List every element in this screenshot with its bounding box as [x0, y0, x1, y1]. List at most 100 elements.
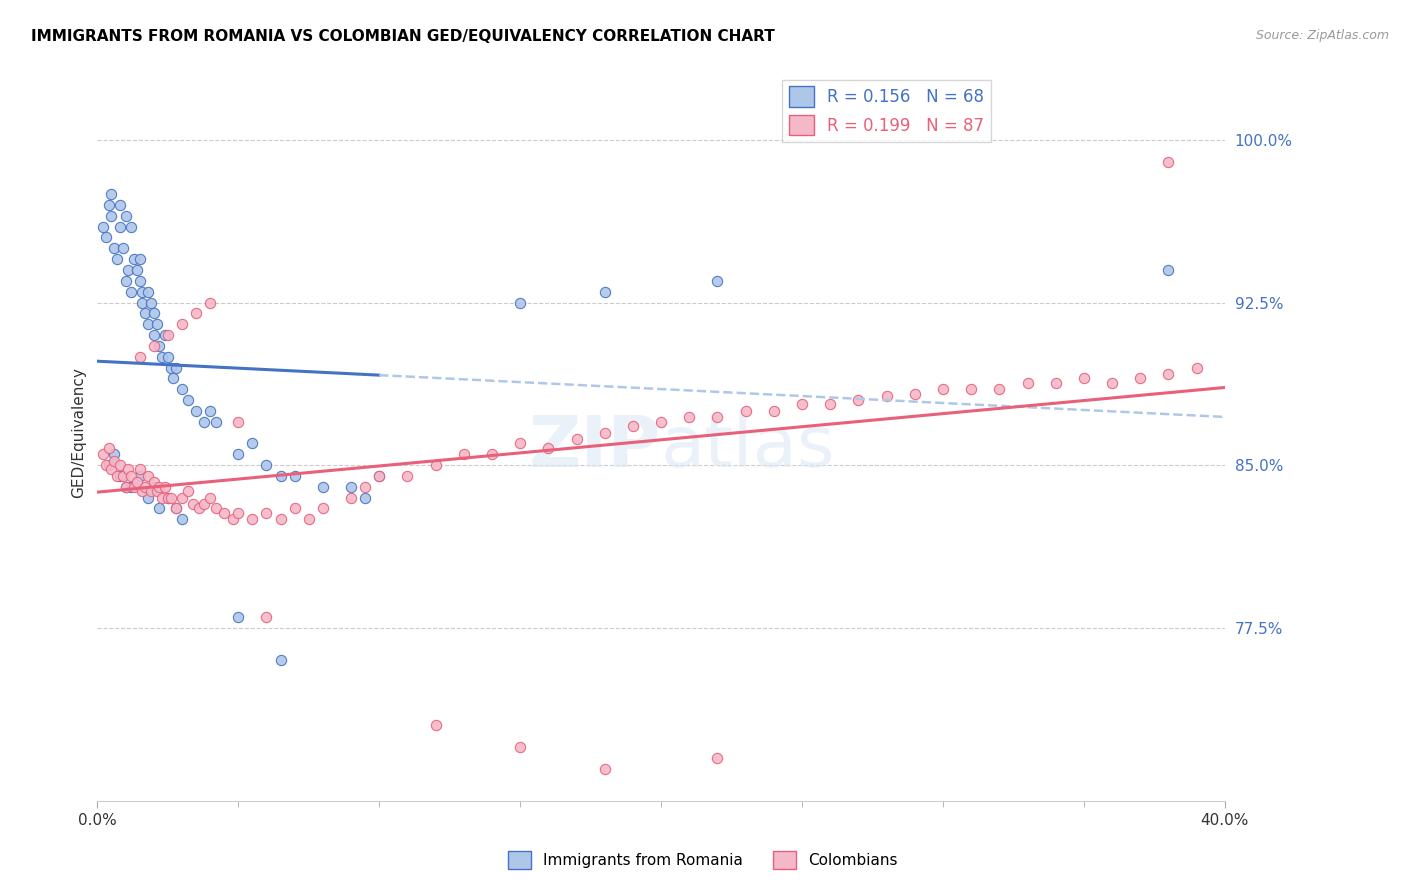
- Point: [312, 501, 335, 516]
- Point: [1157, 367, 1180, 381]
- Point: [848, 393, 870, 408]
- Legend: Immigrants from Romania, Colombians: Immigrants from Romania, Colombians: [502, 845, 904, 875]
- Point: [198, 295, 221, 310]
- Point: [142, 339, 165, 353]
- Point: [960, 382, 983, 396]
- Point: [176, 484, 198, 499]
- Point: [125, 475, 148, 490]
- Point: [153, 480, 176, 494]
- Point: [706, 751, 728, 765]
- Point: [537, 441, 560, 455]
- Point: [128, 350, 150, 364]
- Point: [221, 512, 243, 526]
- Point: [145, 317, 167, 331]
- Point: [134, 306, 156, 320]
- Point: [593, 285, 616, 299]
- Point: [198, 404, 221, 418]
- Point: [165, 360, 187, 375]
- Point: [108, 198, 131, 212]
- Point: [256, 610, 278, 624]
- Point: [97, 441, 120, 455]
- Point: [242, 436, 264, 450]
- Point: [148, 339, 170, 353]
- Point: [256, 506, 278, 520]
- Point: [193, 415, 215, 429]
- Point: [136, 491, 159, 505]
- Point: [650, 415, 672, 429]
- Point: [593, 425, 616, 440]
- Point: [156, 328, 179, 343]
- Point: [114, 209, 136, 223]
- Point: [181, 497, 204, 511]
- Point: [91, 219, 114, 234]
- Point: [226, 506, 249, 520]
- Point: [136, 317, 159, 331]
- Point: [242, 512, 264, 526]
- Point: [734, 404, 756, 418]
- Point: [481, 447, 503, 461]
- Point: [1185, 360, 1208, 375]
- Point: [105, 252, 128, 267]
- Point: [125, 263, 148, 277]
- Point: [790, 397, 813, 411]
- Point: [120, 219, 142, 234]
- Point: [142, 480, 165, 494]
- Point: [354, 491, 377, 505]
- Point: [988, 382, 1011, 396]
- Point: [122, 252, 145, 267]
- Point: [128, 252, 150, 267]
- Point: [1073, 371, 1095, 385]
- Point: [932, 382, 955, 396]
- Point: [204, 415, 226, 429]
- Point: [904, 386, 927, 401]
- Point: [120, 480, 142, 494]
- Point: [159, 491, 181, 505]
- Point: [368, 469, 391, 483]
- Point: [340, 491, 363, 505]
- Point: [204, 501, 226, 516]
- Point: [142, 475, 165, 490]
- Point: [139, 484, 162, 499]
- Point: [153, 328, 176, 343]
- Point: [170, 491, 193, 505]
- Point: [150, 350, 173, 364]
- Point: [128, 462, 150, 476]
- Point: [226, 447, 249, 461]
- Point: [425, 458, 447, 472]
- Point: [131, 295, 153, 310]
- Point: [176, 393, 198, 408]
- Point: [97, 458, 120, 472]
- Point: [111, 241, 134, 255]
- Point: [165, 501, 187, 516]
- Point: [156, 350, 179, 364]
- Point: [184, 306, 207, 320]
- Point: [312, 480, 335, 494]
- Point: [165, 501, 187, 516]
- Point: [134, 480, 156, 494]
- Point: [97, 198, 120, 212]
- Point: [621, 419, 644, 434]
- Point: [1157, 154, 1180, 169]
- Point: [1129, 371, 1152, 385]
- Point: [136, 285, 159, 299]
- Point: [100, 462, 122, 476]
- Point: [128, 469, 150, 483]
- Point: [114, 480, 136, 494]
- Point: [108, 469, 131, 483]
- Point: [212, 506, 235, 520]
- Point: [103, 447, 125, 461]
- Point: [114, 274, 136, 288]
- Point: [226, 415, 249, 429]
- Point: [108, 458, 131, 472]
- Point: [139, 295, 162, 310]
- Text: ZIP: ZIP: [529, 413, 661, 482]
- Point: [876, 389, 898, 403]
- Point: [1157, 263, 1180, 277]
- Point: [105, 469, 128, 483]
- Point: [678, 410, 700, 425]
- Y-axis label: GED/Equivalency: GED/Equivalency: [72, 368, 86, 498]
- Point: [425, 718, 447, 732]
- Point: [1017, 376, 1039, 390]
- Point: [509, 436, 531, 450]
- Point: [120, 469, 142, 483]
